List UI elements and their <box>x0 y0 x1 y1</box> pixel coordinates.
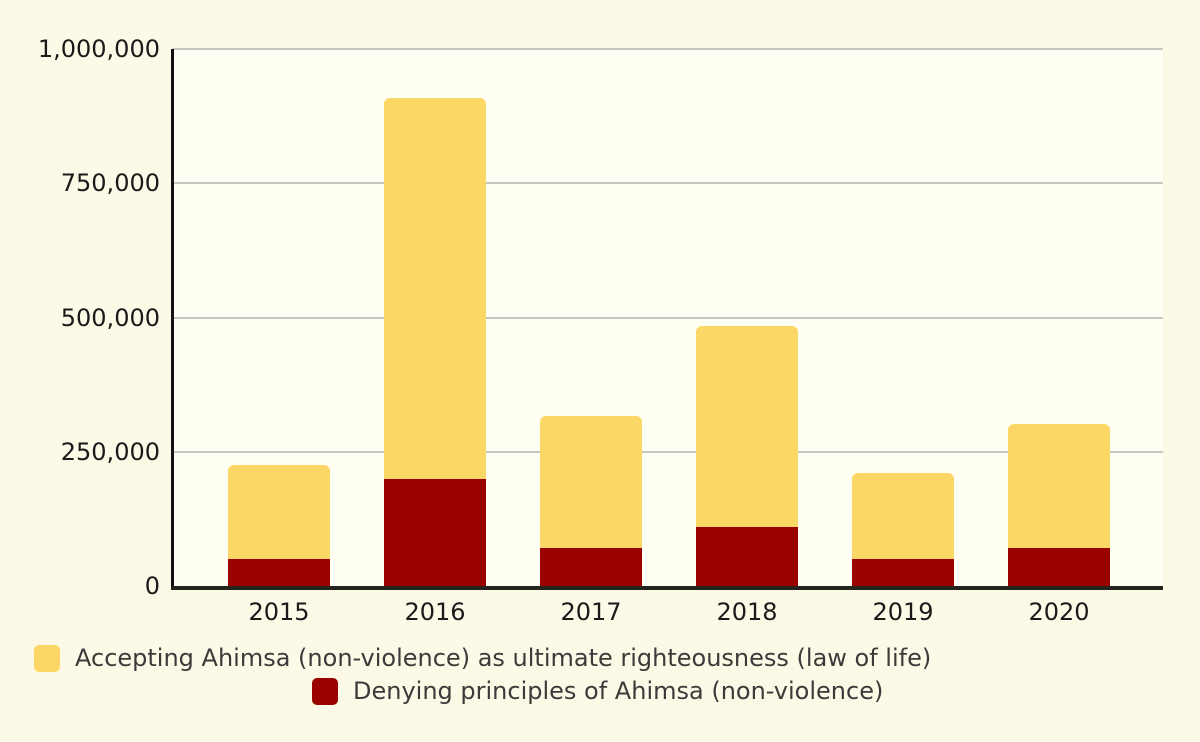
legend-item-accepting[interactable]: Accepting Ahimsa (non-violence) as ultim… <box>34 644 931 672</box>
y-tick-label-1,000,000: 1,000,000 <box>37 35 160 63</box>
x-tick-label-2015: 2015 <box>248 598 310 626</box>
bar-segment-denying-2016[interactable] <box>384 479 486 586</box>
bar-segment-accepting-2015[interactable] <box>228 465 330 559</box>
x-tick-label-2017: 2017 <box>560 598 622 626</box>
bar-segment-denying-2019[interactable] <box>852 559 954 586</box>
x-tick-label-2018: 2018 <box>716 598 778 626</box>
bar-group-2018 <box>696 326 798 586</box>
y-tick-label-0: 0 <box>144 572 160 600</box>
bar-group-2016 <box>384 98 486 586</box>
gridline-250,000 <box>173 450 1163 453</box>
legend-swatch-denying-icon <box>312 677 338 705</box>
bar-group-2015 <box>228 465 330 586</box>
legend-label-accepting: Accepting Ahimsa (non-violence) as ultim… <box>75 644 932 672</box>
bar-segment-accepting-2018[interactable] <box>696 326 798 527</box>
bar-segment-accepting-2017[interactable] <box>540 416 642 548</box>
y-tick-label-250,000: 250,000 <box>60 437 160 466</box>
x-tick-label-2020: 2020 <box>1028 598 1090 626</box>
plot-area <box>173 48 1163 586</box>
gridline-750,000 <box>173 182 1163 185</box>
bar-segment-denying-2018[interactable] <box>696 527 798 586</box>
legend-swatch-accepting-icon <box>34 644 60 672</box>
legend-label-denying: Denying principles of Ahimsa (non-violen… <box>353 677 884 705</box>
gridline-1,000,000 <box>173 48 1163 50</box>
bar-group-2020 <box>1008 424 1110 586</box>
bar-segment-denying-2020[interactable] <box>1008 548 1110 586</box>
bar-segment-accepting-2020[interactable] <box>1008 424 1110 548</box>
bar-group-2019 <box>852 473 954 586</box>
y-axis-line <box>171 49 174 590</box>
x-tick-label-2019: 2019 <box>872 598 934 626</box>
y-tick-label-750,000: 750,000 <box>60 169 160 198</box>
bar-segment-denying-2015[interactable] <box>228 559 330 586</box>
bar-segment-denying-2017[interactable] <box>540 548 642 586</box>
gridline-500,000 <box>173 316 1163 319</box>
bar-group-2017 <box>540 416 642 586</box>
legend-item-denying[interactable]: Denying principles of Ahimsa (non-violen… <box>312 677 883 705</box>
x-axis-line <box>171 586 1163 590</box>
y-tick-label-500,000: 500,000 <box>60 303 160 332</box>
x-tick-label-2016: 2016 <box>404 598 466 626</box>
bar-segment-accepting-2019[interactable] <box>852 473 954 559</box>
bar-segment-accepting-2016[interactable] <box>384 98 486 479</box>
